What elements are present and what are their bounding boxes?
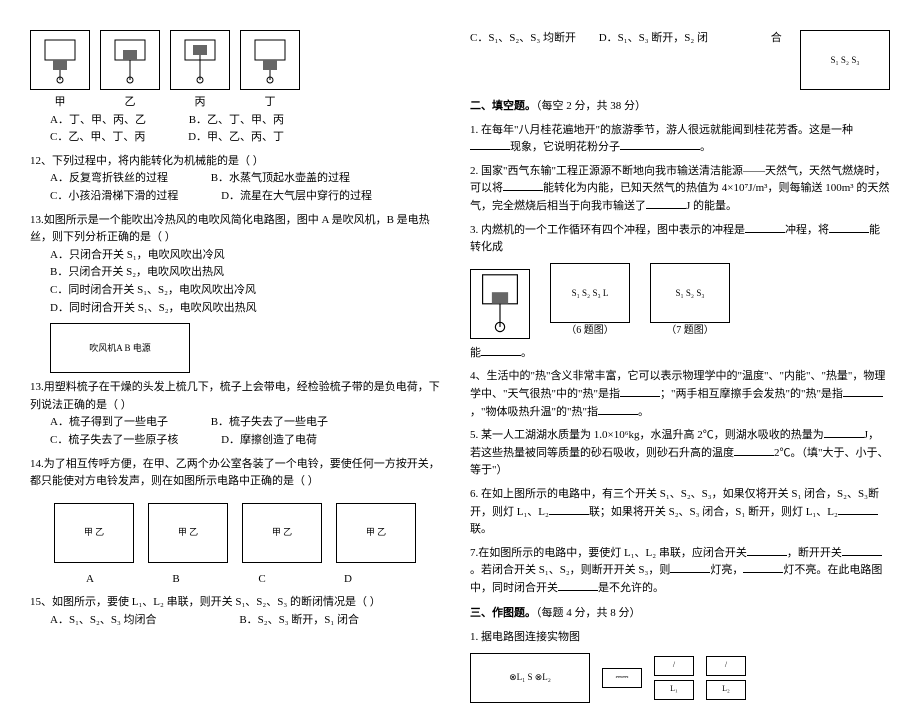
circ-d: 甲 乙: [336, 503, 416, 563]
bulb-parts: / L₂: [706, 656, 746, 700]
engine-q3-img: [470, 269, 530, 339]
label-bing: 丙: [170, 94, 230, 112]
q13b-b: B．梳子失去了一些电子: [211, 414, 348, 432]
fill-q3: 3. 内燃机的一个工作循环有四个冲程，图中表示的冲程是冲程，将能转化成: [470, 222, 890, 257]
q12-a: A．反复弯折铁丝的过程: [50, 170, 188, 188]
fill-q1: 1. 在每年"八月桂花遍地开"的旅游季节，游人很远就能闻到桂花芳香。这是一种现象…: [470, 122, 890, 157]
engine-diagrams: [30, 30, 450, 90]
q13a-a: A．只闭合开关 S₁，电吹风吹出冷风: [50, 247, 245, 265]
q13b-c: C．梳子失去了一些原子核: [50, 432, 198, 450]
draw-q1: 1. 据电路图连接实物图: [470, 629, 890, 647]
section2-title: 二、填空题。（每空 2 分，共 38 分）: [470, 98, 890, 116]
four-circuit-labels: A B C D: [50, 571, 450, 589]
fill-q2: 2. 国家"西气东输"工程正源源不断地向我市输送清洁能源——天然气，天然气燃烧时…: [470, 163, 890, 216]
circ-a: 甲 乙: [54, 503, 134, 563]
q15-text: 15、如图所示，要使 L₁、L₂ 串联，则开关 S₁、S₂、S₃ 的断闭情况是（…: [30, 594, 450, 612]
lbl-d: D: [308, 571, 388, 589]
battery-icon: ⎓⎓: [602, 668, 642, 688]
q6-circuit: S₁ S₂ S₃ L: [550, 263, 630, 323]
bottom-circuits: ⊗L₁ S ⊗L₂ ⎓⎓ / L₁ / L₂: [470, 653, 890, 703]
q12-b: B．水蒸气顶起水壶盖的过程: [211, 170, 370, 188]
section3-title: 三、作图题。（每题 4 分，共 8 分）: [470, 605, 890, 623]
q15-c: C．S₁、S₂、S₃ 均断开: [470, 32, 576, 44]
q15-options: A．S₁、S₂、S₃ 均闭合 B．S₂、S₃ 断开，S₁ 闭合: [30, 612, 450, 630]
left-column: 甲 乙 丙 丁 A．丁、甲、丙、乙 B．乙、丁、甲、丙 C．乙、甲、丁、丙 D．…: [20, 30, 460, 620]
q13b-a: A．梳子得到了一些电子: [50, 414, 188, 432]
engine-ding: [240, 30, 300, 90]
fill-q4: 4、生活中的"热"含义非常丰富，它可以表示物理学中的"温度"、"内能"、"热量"…: [470, 368, 890, 421]
q15-b: B．S₂、S₃ 断开，S₁ 闭合: [239, 612, 379, 630]
img6-label: （6 题图）: [550, 323, 630, 339]
q15-d: D．S₁、S₃ 断开，S₂ 闭: [599, 32, 708, 44]
q13b-text: 13.用塑料梳子在干燥的头发上梳几下，梳子上会带电，经检验梳子带的是负电荷，下列…: [30, 379, 450, 414]
q13a-b: B．只闭合开关 S₂，电吹风吹出热风: [50, 264, 244, 282]
circuit-schematic: ⊗L₁ S ⊗L₂: [470, 653, 590, 703]
q15-d-tail: 合: [771, 32, 782, 44]
label-jia: 甲: [30, 94, 90, 112]
fill-q7: 7.在如图所示的电路中，要使灯 L₁、L₂ 串联，应闭合开关，断开开关。若闭合开…: [470, 545, 890, 598]
circ-b: 甲 乙: [148, 503, 228, 563]
bulb-l2-icon: L₂: [706, 680, 746, 700]
label-yi: 乙: [100, 94, 160, 112]
switch-icon: /: [654, 656, 694, 676]
circ-c: 甲 乙: [242, 503, 322, 563]
opt-d: D．甲、乙、丙、丁: [188, 129, 304, 147]
switch2-icon: /: [706, 656, 746, 676]
q13a-d: D．同时闭合开关 S₁、S₂，电吹风吹出热风: [50, 300, 277, 318]
q11-options: A．丁、甲、丙、乙 B．乙、丁、甲、丙 C．乙、甲、丁、丙 D．甲、乙、丙、丁: [30, 112, 450, 147]
right-column: S₁ S₂ S₃ C．S₁、S₂、S₃ 均断开 D．S₁、S₃ 断开，S₂ 闭 …: [460, 30, 900, 620]
q13a-options: A．只闭合开关 S₁，电吹风吹出冷风 B．只闭合开关 S₂，电吹风吹出热风 C．…: [30, 247, 450, 317]
opt-b: B．乙、丁、甲、丙: [189, 112, 304, 130]
q13a-c: C．同时闭合开关 S₁、S₂，电吹风吹出冷风: [50, 282, 276, 300]
q12-options: A．反复弯折铁丝的过程 B．水蒸气顶起水壶盖的过程 C．小孩沿滑梯下滑的过程 D…: [30, 170, 450, 205]
engine-bing: [170, 30, 230, 90]
engine-jia: [30, 30, 90, 90]
q12-c: C．小孩沿滑梯下滑的过程: [50, 188, 198, 206]
fan-circuit-diagram: 吹风机A B 电源: [50, 323, 190, 373]
opt-c: C．乙、甲、丁、丙: [50, 129, 165, 147]
bulb-l1-icon: L₁: [654, 680, 694, 700]
switch-parts: / L₁: [654, 656, 694, 700]
q15-cd-row: S₁ S₂ S₃ C．S₁、S₂、S₃ 均断开 D．S₁、S₃ 断开，S₂ 闭 …: [470, 30, 890, 48]
q15-circuit: S₁ S₂ S₃: [800, 30, 890, 90]
lbl-c: C: [222, 571, 302, 589]
image-row-67: S₁ S₂ S₃ L （6 题图） S₁ S₂ S₃ （7 题图）: [470, 263, 890, 339]
engine-labels-row: 甲 乙 丙 丁: [30, 94, 450, 112]
lbl-a: A: [50, 571, 130, 589]
img7-label: （7 题图）: [650, 323, 730, 339]
fill-q6: 6. 在如上图所示的电路中，有三个开关 S₁、S₂、S₃，如果仅将开关 S₁ 闭…: [470, 486, 890, 539]
q13b-options: A．梳子得到了一些电子 B．梳子失去了一些电子 C．梳子失去了一些原子核 D．摩…: [30, 414, 450, 449]
lbl-b: B: [136, 571, 216, 589]
q13a-text: 13.如图所示是一个能吹出冷热风的电吹风简化电路图，图中 A 是吹风机，B 是电…: [30, 212, 450, 247]
q12-text: 12、下列过程中，将内能转化为机械能的是（ ）: [30, 153, 450, 171]
q7-circuit: S₁ S₂ S₃: [650, 263, 730, 323]
fill-q3-tail: 能。: [470, 345, 890, 363]
label-ding: 丁: [240, 94, 300, 112]
q13b-d: D．摩擦创造了电荷: [221, 432, 337, 450]
q15-a: A．S₁、S₂、S₃ 均闭合: [50, 612, 177, 630]
fan-label: 吹风机A B 电源: [89, 341, 151, 355]
q12-d: D．流星在大气层中穿行的过程: [221, 188, 392, 206]
opt-a: A．丁、甲、丙、乙: [50, 112, 166, 130]
four-circuits: 甲 乙 甲 乙 甲 乙 甲 乙: [50, 499, 450, 567]
battery-parts: ⎓⎓: [602, 668, 642, 688]
fill-q5: 5. 某一人工湖湖水质量为 1.0×10⁶kg，水温升高 2℃，则湖水吸收的热量…: [470, 427, 890, 480]
engine-yi: [100, 30, 160, 90]
q14-text: 14.为了相互传呼方便，在甲、乙两个办公室各装了一个电铃，要使任何一方按开关，都…: [30, 456, 450, 491]
